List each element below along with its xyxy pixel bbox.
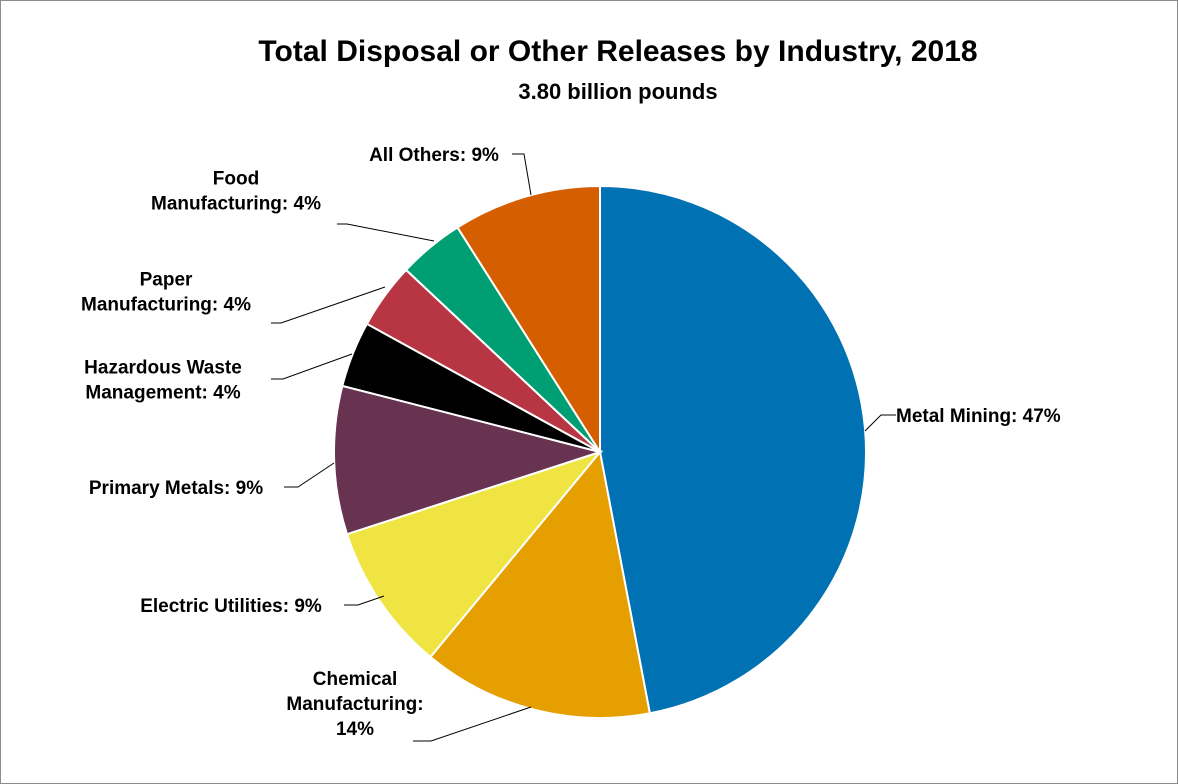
- pie-slice-primary-metals: [333, 384, 604, 536]
- slice-label-line: Electric Utilities: 9%: [140, 596, 322, 617]
- slice-label-chemical-manufacturing: Chemical Manufacturing: 14%: [286, 669, 423, 740]
- slice-label-line: All Others: 9%: [369, 145, 499, 166]
- pie-slice-electric-utilities: [345, 449, 603, 659]
- slice-label-line: Metal Mining: 47%: [896, 406, 1061, 427]
- pie-slices: [333, 184, 867, 719]
- chart-title: Total Disposal or Other Releases by Indu…: [258, 35, 977, 68]
- slice-label-food-manufacturing: Food Manufacturing: 4%: [151, 169, 321, 215]
- slice-label-line: Primary Metals: 9%: [89, 478, 263, 499]
- leader-lines: [271, 153, 896, 742]
- slice-label-paper-manufacturing: Paper Manufacturing: 4%: [81, 270, 251, 316]
- chart-subtitle: 3.80 billion pounds: [518, 79, 717, 104]
- slice-label-all-others: All Others: 9%: [369, 145, 499, 166]
- slice-label-line: Hazardous Waste: [84, 358, 242, 379]
- slice-label-hazardous-waste-management: Hazardous Waste Management: 4%: [84, 358, 242, 404]
- slice-label-line: 14%: [336, 719, 374, 740]
- slice-label-line: Chemical: [313, 669, 397, 690]
- slice-label-line: Manufacturing: 4%: [81, 295, 251, 316]
- slice-label-electric-utilities: Electric Utilities: 9%: [140, 596, 322, 617]
- pie-slice-chemical-manufacturing: [429, 449, 652, 719]
- leader-line-all-others: [512, 153, 532, 196]
- leader-line-chemical-manufacturing: [413, 706, 532, 742]
- slice-labels: Metal Mining: 47% Chemical Manufacturing: 1…: [81, 145, 1061, 740]
- pie-slice-metal-mining: [599, 184, 867, 715]
- slice-label-line: Management: 4%: [85, 383, 240, 404]
- leader-line-electric-utilities: [344, 595, 385, 606]
- slice-label-line: Paper: [140, 270, 193, 291]
- slice-label-line: Manufacturing: 4%: [151, 194, 321, 215]
- leader-line-primary-metals: [284, 462, 335, 488]
- slice-label-primary-metals: Primary Metals: 9%: [89, 478, 263, 499]
- slice-label-line: Manufacturing:: [286, 694, 423, 715]
- slice-label-line: Food: [213, 169, 259, 190]
- leader-line-metal-mining: [864, 414, 896, 432]
- slice-label-metal-mining: Metal Mining: 47%: [896, 406, 1061, 427]
- leader-line-hazardous-waste-management: [271, 353, 353, 380]
- leader-line-paper-manufacturing: [271, 286, 386, 324]
- pie-slice-all-others: [456, 184, 601, 456]
- leader-line-food-manufacturing: [337, 223, 435, 242]
